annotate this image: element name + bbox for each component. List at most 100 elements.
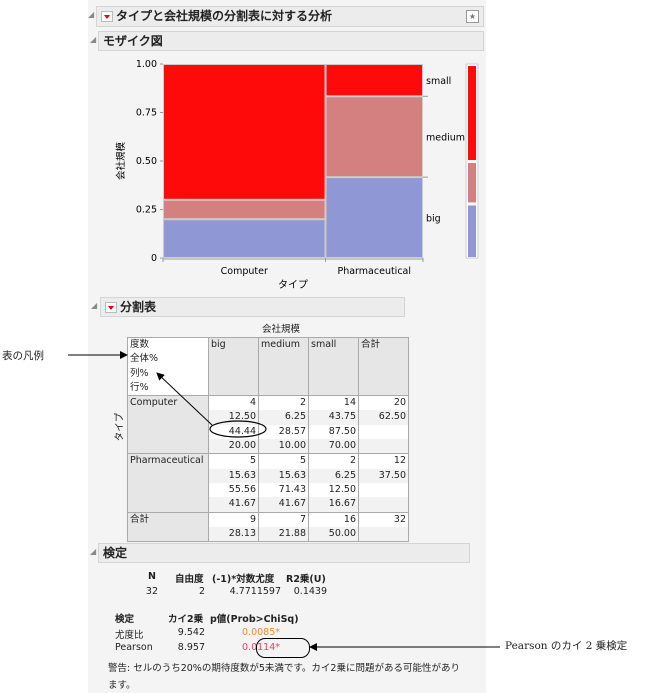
report-title: タイプと会社規模の分割表に対する分析 — [116, 9, 333, 23]
x-tick-label: Pharmaceutical — [337, 266, 411, 277]
tests-title: 検定 — [103, 546, 128, 560]
table-cell: 32 — [358, 511, 409, 527]
legend-item: 度数 — [127, 337, 209, 353]
y-tick-label: 1.00 — [136, 59, 157, 70]
table-cell: 10.00 — [258, 439, 309, 455]
p-value: 0.0114* — [242, 642, 280, 653]
y-tick-label: 0 — [151, 253, 157, 264]
table-cell: 21.88 — [258, 526, 309, 543]
legend-annotation: 表の凡例 — [2, 350, 44, 362]
table-cell — [358, 439, 409, 455]
highlight-ellipse — [256, 638, 310, 658]
n-header: N — [148, 571, 156, 582]
table-cell — [358, 497, 409, 513]
table-cell: 28.13 — [208, 526, 259, 543]
column-header: small — [308, 336, 359, 397]
table-cell: 71.43 — [258, 482, 309, 498]
n-value: 32 — [145, 586, 158, 597]
table-cell: 55.56 — [208, 482, 259, 498]
table-cell: 20.00 — [208, 439, 259, 455]
table-cell: 2 — [258, 395, 309, 411]
table-cell: 6.25 — [308, 468, 359, 483]
table-cell: 16 — [308, 511, 359, 527]
table-cell: 43.75 — [308, 410, 359, 425]
table-cell: 20 — [358, 395, 409, 411]
crosstab-header[interactable]: 分割表 — [100, 297, 405, 317]
table-cell: 87.50 — [308, 424, 359, 440]
table-cell: 16.67 — [308, 497, 359, 513]
pin-icon[interactable]: ★ — [466, 10, 479, 23]
table-cell: 70.00 — [308, 439, 359, 455]
contingency-table: 度数 big medium small 合計 全体% 列% 行% Computer 4 2 14 20 1… — [127, 336, 409, 543]
tests-header[interactable]: 検定 — [98, 543, 470, 563]
rsquare-value: 0.1439 — [293, 586, 327, 597]
crosstab-title: 分割表 — [120, 300, 157, 314]
red-triangle-menu-icon[interactable] — [101, 11, 113, 22]
red-triangle-menu-icon[interactable] — [105, 302, 117, 313]
disclosure-icon[interactable]: ◢ — [91, 301, 98, 310]
table-cell: 41.67 — [208, 497, 259, 513]
legend-item: 全体% — [127, 352, 209, 367]
x-tick-label: Computer — [221, 266, 268, 277]
table-cell: 4 — [208, 395, 259, 411]
y-tick-label: 0.50 — [136, 156, 157, 167]
test-name: Pearson — [115, 642, 153, 653]
row-label: Pharmaceutical — [127, 453, 209, 513]
table-cell: 5 — [258, 453, 309, 469]
table-cell: 15.63 — [208, 468, 259, 483]
table-cell: 14 — [308, 395, 359, 411]
loglik-header: (-1)*対数尤度 — [212, 574, 275, 585]
table-cell: 2 — [308, 453, 359, 469]
disclosure-icon[interactable]: ◢ — [90, 35, 97, 44]
mosaic-cell-Pharmaceutical-small[interactable] — [326, 64, 423, 96]
test-name: 尤度比 — [115, 630, 144, 641]
mosaic-cell-Computer-medium[interactable] — [164, 200, 325, 219]
level-label-medium: medium — [426, 133, 465, 144]
column-header: 合計 — [358, 336, 409, 397]
table-cell: 50.00 — [308, 526, 359, 543]
df-value: 2 — [198, 586, 205, 597]
loglik-value: 4.7711597 — [229, 586, 281, 597]
df-header: 自由度 — [175, 574, 204, 585]
table-cell — [358, 424, 409, 440]
pearson-annotation: Pearson のカイ 2 乗検定 — [505, 640, 628, 652]
p-value: 0.0085* — [242, 627, 280, 638]
rsquare-header: R2乗(U) — [286, 574, 326, 585]
legend-item: 列% — [127, 366, 209, 381]
y-axis-title: 会社規模 — [115, 142, 127, 181]
warning-text: 警告: セルのうち20%の期待度数が5未満です。カイ2乗に問題がある可能性があり — [108, 663, 460, 674]
mosaic-header[interactable]: モザイク図 — [98, 31, 484, 51]
mosaic-cell-Pharmaceutical-big[interactable] — [326, 178, 423, 257]
chisq-value: 8.957 — [177, 642, 205, 653]
mosaic-title: モザイク図 — [103, 34, 163, 48]
report-header[interactable]: タイプと会社規模の分割表に対する分析 ★ — [96, 6, 484, 27]
table-cell: 12.50 — [308, 482, 359, 498]
marginal-segment-small — [468, 66, 476, 160]
x-axis-title: タイプ — [278, 279, 308, 290]
mosaic-cell-Pharmaceutical-medium[interactable] — [326, 97, 423, 177]
level-label-big: big — [426, 214, 441, 225]
table-cell: 7 — [258, 511, 309, 527]
warning-text: ます。 — [108, 680, 136, 691]
table-cell: 62.50 — [358, 410, 409, 425]
table-cell: 28.57 — [258, 424, 309, 440]
mosaic-cell-Computer-big[interactable] — [164, 220, 325, 257]
row-variable-label: タイプ — [114, 412, 126, 442]
disclosure-icon[interactable]: ◢ — [88, 10, 95, 19]
table-cell: 41.67 — [258, 497, 309, 513]
table-cell: 6.25 — [258, 410, 309, 425]
table-cell: 15.63 — [258, 468, 309, 483]
marginal-segment-big — [468, 205, 476, 257]
test-header: 検定 — [115, 614, 135, 625]
marginal-segment-medium — [468, 163, 476, 203]
disclosure-icon[interactable]: ◢ — [90, 547, 97, 556]
y-tick-label: 0.25 — [136, 205, 157, 216]
mosaic-cell-Computer-small[interactable] — [164, 65, 325, 199]
column-header: big — [208, 336, 259, 397]
chisq-header: カイ2乗 — [168, 614, 204, 625]
table-cell — [358, 526, 409, 543]
pvalue-header: p値(Prob>ChiSq) — [210, 614, 299, 625]
table-cell: 37.50 — [358, 468, 409, 483]
table-cell: 12.50 — [208, 410, 259, 425]
column-variable-label: 会社規模 — [262, 324, 301, 335]
